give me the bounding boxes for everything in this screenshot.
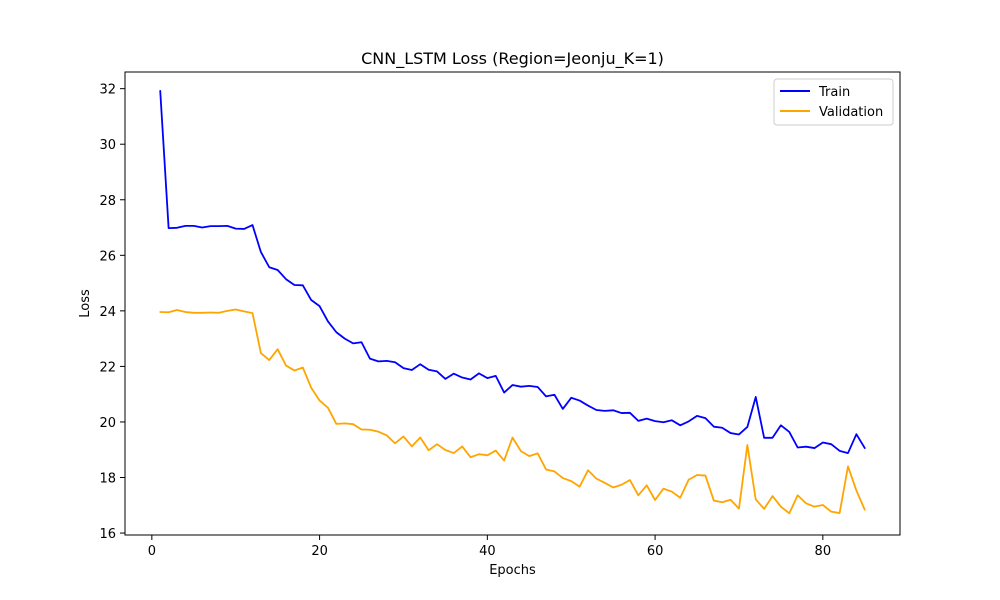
x-tick-label: 20	[311, 544, 328, 559]
series-line-train	[159, 89, 866, 454]
chart-title: CNN_LSTM Loss (Region=Jeonju_K=1)	[361, 49, 664, 69]
y-tick-label: 22	[99, 360, 116, 375]
x-axis-label: Epochs	[489, 563, 536, 578]
plot-frame	[124, 71, 901, 536]
y-tick-label: 26	[99, 249, 116, 264]
x-tick-label: 80	[815, 544, 832, 559]
y-tick-label: 18	[99, 472, 116, 487]
y-tick-label: 24	[99, 305, 116, 320]
y-tick-label: 20	[99, 416, 116, 431]
y-tick-label: 32	[99, 83, 116, 98]
series-line-validation	[159, 308, 866, 515]
legend-label-validation: Validation	[819, 105, 883, 120]
y-tick-label: 30	[99, 138, 116, 153]
legend-label-train: Train	[818, 85, 850, 100]
x-tick-label: 40	[479, 544, 496, 559]
y-axis-label: Loss	[78, 289, 93, 318]
y-tick-label: 16	[99, 527, 116, 542]
x-tick-label: 60	[647, 544, 664, 559]
y-tick-label: 28	[99, 194, 116, 209]
legend: Train Validation	[773, 78, 894, 126]
series-layer	[159, 89, 866, 515]
tick-layer: 0 20 40 60 80 16 18 20 22 24 26 28 30 32	[99, 83, 831, 559]
x-tick-label: 0	[148, 544, 156, 559]
